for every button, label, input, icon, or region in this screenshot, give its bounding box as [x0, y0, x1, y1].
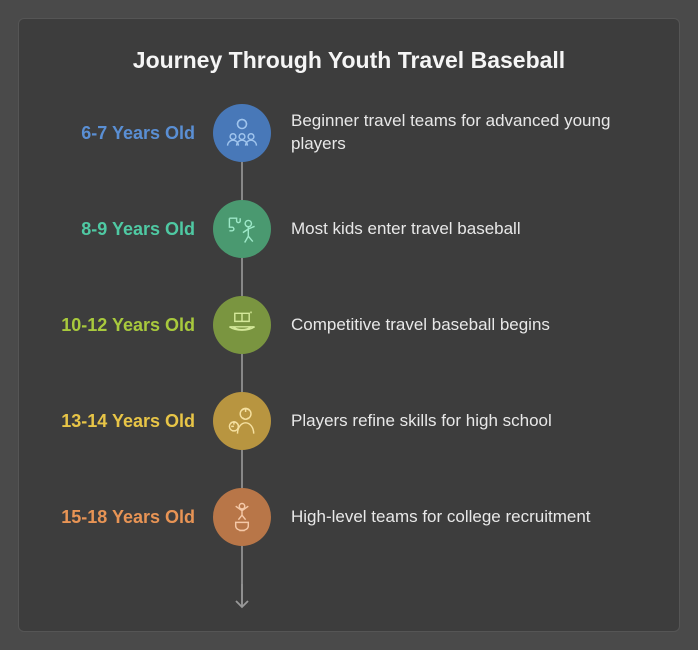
age-label: 13-14 Years Old — [53, 411, 213, 432]
stage-row: 15-18 Years Old High-level teams for col… — [53, 488, 645, 546]
connector-line — [241, 162, 243, 200]
age-label: 15-18 Years Old — [53, 507, 213, 528]
connector-line — [241, 546, 243, 584]
stage-desc: Competitive travel baseball begins — [271, 314, 550, 337]
connector-line — [241, 450, 243, 488]
trophy-person-icon — [224, 499, 260, 535]
infographic-title: Journey Through Youth Travel Baseball — [53, 47, 645, 74]
player-ball-icon — [224, 403, 260, 439]
puzzle-batter-icon — [224, 211, 260, 247]
stage-desc: Most kids enter travel baseball — [271, 218, 521, 241]
stage-node — [213, 200, 271, 258]
age-label: 10-12 Years Old — [53, 315, 213, 336]
infographic-card: Journey Through Youth Travel Baseball 6-… — [18, 18, 680, 632]
stage-desc: Players refine skills for high school — [271, 410, 552, 433]
age-label: 8-9 Years Old — [53, 219, 213, 240]
timeline-arrow — [53, 584, 645, 617]
stage-node — [213, 488, 271, 546]
connector-line — [241, 258, 243, 296]
team-ball-icon — [224, 115, 260, 151]
stage-row: 13-14 Years Old Players refine skills fo… — [53, 392, 645, 450]
timeline: 6-7 Years Old Beginner travel teams for … — [53, 104, 645, 617]
stage-node — [213, 104, 271, 162]
stage-row: 10-12 Years Old Competitive travel baseb… — [53, 296, 645, 354]
stage-node — [213, 296, 271, 354]
stage-desc: High-level teams for college recruitment — [271, 506, 591, 529]
stage-desc: Beginner travel teams for advanced young… — [271, 110, 611, 156]
connector-line — [241, 354, 243, 392]
age-label: 6-7 Years Old — [53, 123, 213, 144]
field-icon — [224, 307, 260, 343]
stage-row: 6-7 Years Old Beginner travel teams for … — [53, 104, 645, 162]
stage-row: 8-9 Years Old Most kids enter travel bas… — [53, 200, 645, 258]
stage-node — [213, 392, 271, 450]
